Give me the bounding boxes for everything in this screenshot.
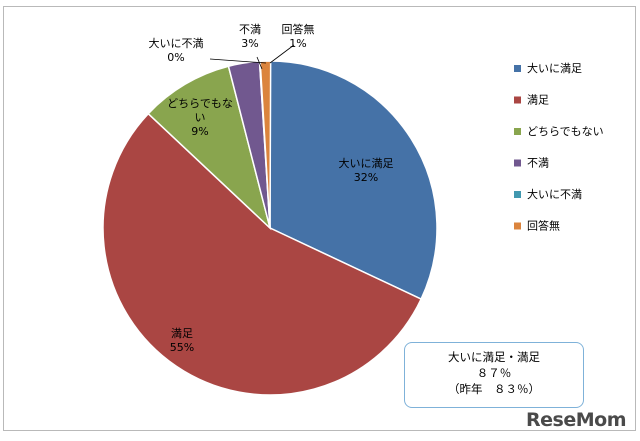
summary-line-3: （昨年 ８３％）	[448, 382, 540, 396]
slice-label-3: 不満 3%	[239, 23, 261, 50]
slice-label-5: 回答無 1%	[282, 22, 315, 50]
slice-label-0: 大いに満足 32%	[339, 156, 394, 184]
summary-box: 大いに満足・満足 ８７％ （昨年 ８３％）	[404, 342, 584, 408]
pie-slice-1	[102, 112, 423, 396]
leader-line-3	[256, 56, 263, 70]
legend-swatch-2	[514, 128, 521, 135]
leader-line-5	[269, 44, 295, 64]
legend-swatch-5	[514, 222, 521, 230]
legend-label-1: 満足	[527, 94, 549, 107]
pie-slice-2	[147, 65, 272, 231]
pie-slice-5	[259, 60, 272, 229]
slice-label-2: どちらでもない 9%	[167, 97, 233, 138]
legend-swatch-4	[514, 191, 521, 198]
slice-label-1: 満足 55%	[170, 327, 194, 354]
leader-line-4	[209, 58, 267, 64]
slice-label-4: 大いに不満 0%	[149, 36, 204, 64]
summary-line-1: 大いに満足・満足	[448, 350, 540, 364]
legend-label-5: 回答無	[527, 219, 560, 233]
pie-slice-0	[269, 60, 438, 301]
legend-label-3: 不満	[527, 157, 549, 170]
legend-label-2: どちらでもない	[527, 125, 604, 138]
legend-label-4: 大いに不満	[527, 187, 582, 201]
legend-swatch-3	[514, 159, 521, 167]
chart-frame: 大いに満足 32% 満足 55% どちらでもない 9% 不満 3% 大いに不満 0% 回答無 1% 大…	[3, 6, 636, 431]
pie-chart: 大いに満足 32% 満足 55% どちらでもない 9% 不満 3% 大いに不満 0% 回答無 1% 大…	[102, 22, 604, 396]
legend-swatch-1	[514, 96, 521, 104]
summary-line-2: ８７％	[476, 366, 512, 380]
resemom-logo: ReseMom	[526, 409, 626, 431]
legend-swatch-0	[514, 65, 521, 72]
legend-label-0: 大いに満足	[527, 61, 582, 75]
